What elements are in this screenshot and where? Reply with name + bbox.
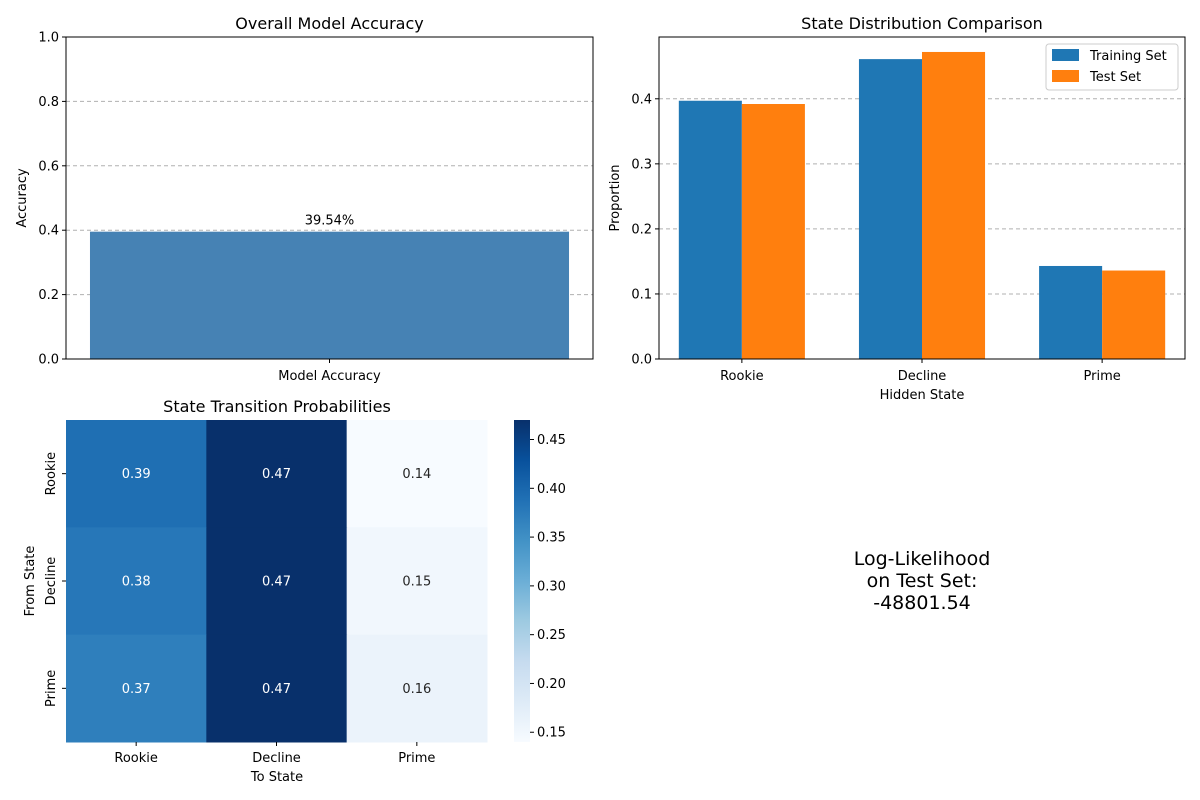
heatmap-cell (66, 527, 207, 636)
heatmap-y-axis-label: From State (23, 546, 38, 617)
distribution-y-tick-label: 0.1 (631, 287, 652, 302)
heatmap-cell-label: 0.47 (262, 575, 291, 590)
training-set-bar (678, 100, 742, 359)
colorbar-ticks: 0.15 0.20 0.25 0.30 0.35 0.40 0.45 (530, 433, 566, 741)
distribution-y-tick-label: 0.0 (631, 353, 652, 368)
heatmap-x-ticks: Rookie Decline Prime (114, 742, 435, 766)
distribution-y-ticks: 0.0 0.1 0.2 0.3 0.4 (631, 92, 659, 368)
legend-label-test: Test Set (1089, 70, 1141, 85)
log-likelihood-value: -48801.54 (873, 592, 971, 614)
colorbar-gradient (514, 420, 530, 742)
accuracy-chart-title: Overall Model Accuracy (235, 14, 423, 33)
heatmap-cell (346, 634, 488, 743)
accuracy-x-tick-label: Model Accuracy (278, 369, 381, 384)
distribution-x-tick-label: Decline (898, 369, 947, 384)
accuracy-y-axis-label: Accuracy (15, 168, 30, 228)
legend-swatch-test (1052, 70, 1079, 82)
legend-label-training: Training Set (1089, 49, 1167, 64)
distribution-y-tick-label: 0.2 (631, 222, 652, 237)
log-likelihood-line2: on Test Set: (867, 570, 978, 592)
heatmap-title: State Transition Probabilities (163, 397, 391, 416)
test-set-bar (741, 104, 805, 360)
heatmap-cell-label: 0.16 (402, 682, 431, 697)
heatmap-y-tick-label: Decline (44, 557, 59, 606)
heatmap-cells: 0.39 0.47 0.14 0.38 0.47 0.15 0.37 0.47 0.16 (66, 420, 488, 743)
accuracy-y-tick-label: 0.4 (38, 224, 59, 239)
accuracy-y-tick-label: 0.2 (38, 288, 59, 303)
heatmap-cell-label: 0.14 (402, 467, 431, 482)
heatmap-y-tick-label: Rookie (44, 452, 59, 496)
colorbar-tick-label: 0.30 (537, 579, 566, 594)
distribution-legend: Training Set Test Set (1045, 43, 1179, 91)
log-likelihood-line1: Log-Likelihood (854, 548, 991, 570)
accuracy-y-tick-label: 0.8 (38, 95, 59, 110)
colorbar-tick-label: 0.15 (537, 726, 566, 741)
distribution-y-tick-label: 0.3 (631, 157, 652, 172)
distribution-x-tick-label: Prime (1084, 369, 1121, 384)
accuracy-data-label: 39.54% (305, 214, 355, 229)
heatmap-cell-label: 0.37 (122, 682, 151, 697)
heatmap-y-tick-label: Prime (44, 670, 59, 707)
distribution-x-tick-label: Rookie (720, 369, 764, 384)
colorbar-tick-label: 0.45 (537, 433, 566, 448)
heatmap-cell-label: 0.15 (402, 575, 431, 590)
heatmap-cell (206, 420, 348, 528)
heatmap-x-tick-label: Prime (398, 751, 435, 766)
distribution-bars (678, 51, 1166, 360)
test-set-bar (1102, 270, 1166, 359)
heatmap-cell (66, 420, 207, 528)
colorbar-tick-label: 0.35 (537, 531, 566, 546)
heatmap-x-tick-label: Rookie (114, 751, 158, 766)
heatmap-cell-label: 0.38 (122, 575, 151, 590)
distribution-x-axis-label: Hidden State (880, 388, 965, 403)
training-set-bar (858, 59, 922, 359)
colorbar-tick-label: 0.20 (537, 677, 566, 692)
colorbar-tick-label: 0.25 (537, 628, 566, 643)
heatmap-cell (66, 634, 207, 743)
heatmap-x-tick-label: Decline (252, 751, 301, 766)
accuracy-x-ticks: Model Accuracy (278, 359, 381, 384)
distribution-y-tick-label: 0.4 (631, 92, 652, 107)
distribution-chart-title: State Distribution Comparison (801, 14, 1043, 33)
accuracy-chart: Overall Model Accuracy 39.54% 0.00.20.40… (15, 14, 594, 384)
distribution-chart: State Distribution Comparison 0.00.10.20… (608, 14, 1186, 403)
training-set-bar (1039, 265, 1103, 359)
heatmap-cell-label: 0.47 (262, 467, 291, 482)
distribution-x-ticks: Rookie Decline Prime (720, 359, 1121, 384)
heatmap-colorbar: 0.15 0.20 0.25 0.30 0.35 0.40 0.45 (514, 420, 566, 742)
distribution-y-axis-label: Proportion (608, 164, 623, 231)
accuracy-y-tick-label: 0.0 (38, 353, 59, 368)
heatmap-cell-label: 0.47 (262, 682, 291, 697)
legend-swatch-training (1052, 49, 1079, 61)
accuracy-bar (89, 231, 570, 359)
heatmap-cell (346, 420, 488, 528)
heatmap-cell (206, 634, 348, 743)
colorbar-tick-label: 0.40 (537, 482, 566, 497)
heatmap-y-ticks: Rookie Decline Prime (44, 452, 66, 707)
heatmap-cell (346, 527, 488, 636)
transition-heatmap: State Transition Probabilities 0.39 0.47 0… (23, 397, 566, 785)
accuracy-y-tick-label: 0.6 (38, 159, 59, 174)
heatmap-cell (206, 527, 348, 636)
accuracy-y-ticks: 0.0 0.2 0.4 0.6 0.8 1.0 (38, 31, 66, 368)
accuracy-bars: 39.54% (89, 214, 570, 359)
accuracy-y-tick-label: 1.0 (38, 31, 59, 46)
heatmap-x-axis-label: To State (250, 770, 303, 785)
heatmap-cell-label: 0.39 (122, 467, 151, 482)
log-likelihood-annotation: Log-Likelihood on Test Set: -48801.54 (854, 548, 991, 614)
test-set-bar (922, 51, 986, 360)
